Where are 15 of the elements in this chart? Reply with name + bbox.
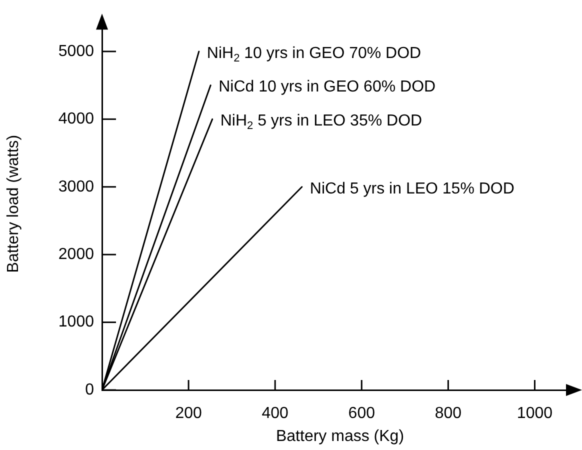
x-tick-label: 400 bbox=[262, 405, 289, 422]
series-label: NiCd 10 yrs in GEO 60% DOD bbox=[218, 78, 436, 96]
y-tick-label: 0 bbox=[85, 381, 94, 398]
y-tick-label: 4000 bbox=[58, 110, 94, 128]
x-axis-title: Battery mass (Kg) bbox=[276, 428, 404, 445]
series-label: NiCd 5 yrs in LEO 15% DOD bbox=[310, 180, 514, 198]
x-tick-label: 800 bbox=[434, 405, 462, 422]
y-tick-label: 1000 bbox=[58, 314, 94, 331]
y-tick-label: 5000 bbox=[58, 42, 94, 60]
y-tick-label: 3000 bbox=[58, 178, 94, 196]
y-axis-title: Battery load (watts) bbox=[5, 134, 22, 273]
x-tick-label: 200 bbox=[175, 405, 202, 422]
x-tick-label: 1000 bbox=[516, 405, 553, 422]
x-tick-label: 600 bbox=[348, 405, 376, 422]
y-tick-label: 2000 bbox=[58, 246, 94, 263]
